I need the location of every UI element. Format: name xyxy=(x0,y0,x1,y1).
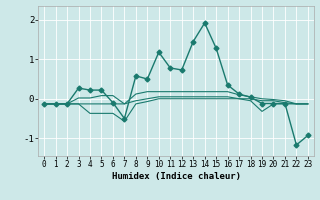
X-axis label: Humidex (Indice chaleur): Humidex (Indice chaleur) xyxy=(111,172,241,181)
